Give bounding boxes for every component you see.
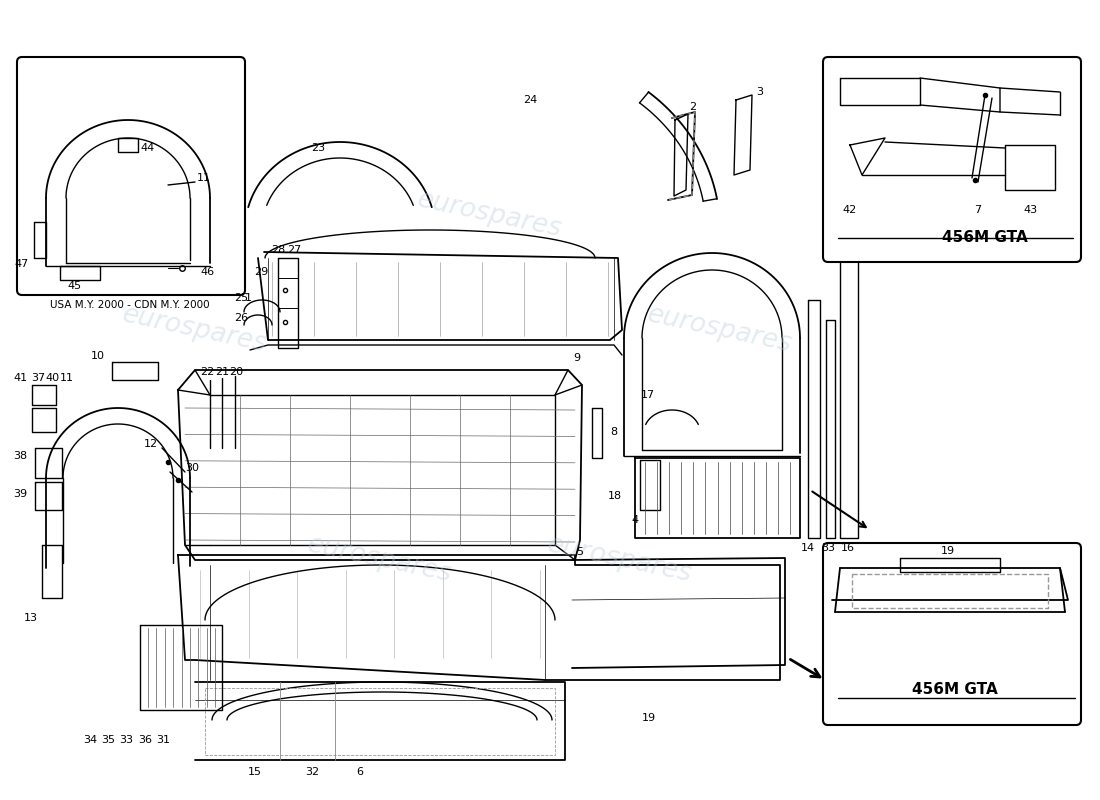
Text: 13: 13	[24, 613, 38, 623]
Text: 34: 34	[82, 735, 97, 745]
Text: 9: 9	[573, 353, 580, 363]
Text: 35: 35	[101, 735, 116, 745]
Text: 39: 39	[13, 489, 28, 499]
Text: 42: 42	[843, 205, 857, 215]
Text: 1: 1	[245, 293, 252, 303]
Text: 18: 18	[608, 491, 622, 501]
FancyBboxPatch shape	[823, 57, 1081, 262]
Text: 29: 29	[254, 267, 268, 277]
Text: eurospares: eurospares	[120, 302, 270, 358]
Text: 8: 8	[610, 427, 617, 437]
Text: 16: 16	[842, 543, 855, 553]
Text: 31: 31	[156, 735, 170, 745]
Text: 26: 26	[234, 313, 248, 323]
Text: 7: 7	[975, 205, 981, 215]
Text: eurospares: eurospares	[415, 187, 564, 243]
Text: 33: 33	[821, 543, 835, 553]
Text: 11: 11	[60, 373, 74, 383]
Text: 33: 33	[119, 735, 133, 745]
Text: 40: 40	[45, 373, 59, 383]
FancyBboxPatch shape	[823, 543, 1081, 725]
Text: 46: 46	[200, 267, 214, 277]
Text: 36: 36	[138, 735, 152, 745]
Text: 12: 12	[144, 439, 158, 449]
Text: eurospares: eurospares	[546, 532, 695, 588]
Text: 4: 4	[631, 515, 639, 525]
Text: 44: 44	[140, 143, 154, 153]
Text: USA M.Y. 2000 - CDN M.Y. 2000: USA M.Y. 2000 - CDN M.Y. 2000	[51, 300, 210, 310]
Text: 10: 10	[91, 351, 104, 361]
Text: 15: 15	[248, 767, 262, 777]
Text: 20: 20	[229, 367, 243, 377]
Text: 32: 32	[305, 767, 319, 777]
Text: 22: 22	[200, 367, 214, 377]
Text: 6: 6	[356, 767, 363, 777]
Text: 30: 30	[185, 463, 199, 473]
Text: 19: 19	[940, 546, 955, 556]
Text: 456M GTA: 456M GTA	[942, 230, 1027, 246]
Text: 43: 43	[1023, 205, 1037, 215]
Text: 456M GTA: 456M GTA	[912, 682, 998, 698]
Text: 37: 37	[31, 373, 45, 383]
Text: 21: 21	[214, 367, 229, 377]
Text: eurospares: eurospares	[646, 302, 795, 358]
Text: 41: 41	[14, 373, 28, 383]
Text: 25: 25	[234, 293, 248, 303]
FancyBboxPatch shape	[16, 57, 245, 295]
Text: 11: 11	[197, 173, 211, 183]
Text: 19: 19	[642, 713, 656, 723]
Text: 3: 3	[757, 87, 763, 97]
Text: 28: 28	[271, 245, 285, 255]
Text: 5: 5	[576, 547, 583, 557]
Text: 45: 45	[68, 281, 82, 291]
Text: 23: 23	[311, 143, 326, 153]
Text: 27: 27	[287, 245, 301, 255]
Text: 24: 24	[522, 95, 537, 105]
Text: 47: 47	[14, 259, 29, 269]
Text: 38: 38	[13, 451, 28, 461]
Text: eurospares: eurospares	[305, 532, 454, 588]
Text: 17: 17	[641, 390, 656, 400]
Text: 14: 14	[801, 543, 815, 553]
Text: 2: 2	[690, 102, 696, 112]
